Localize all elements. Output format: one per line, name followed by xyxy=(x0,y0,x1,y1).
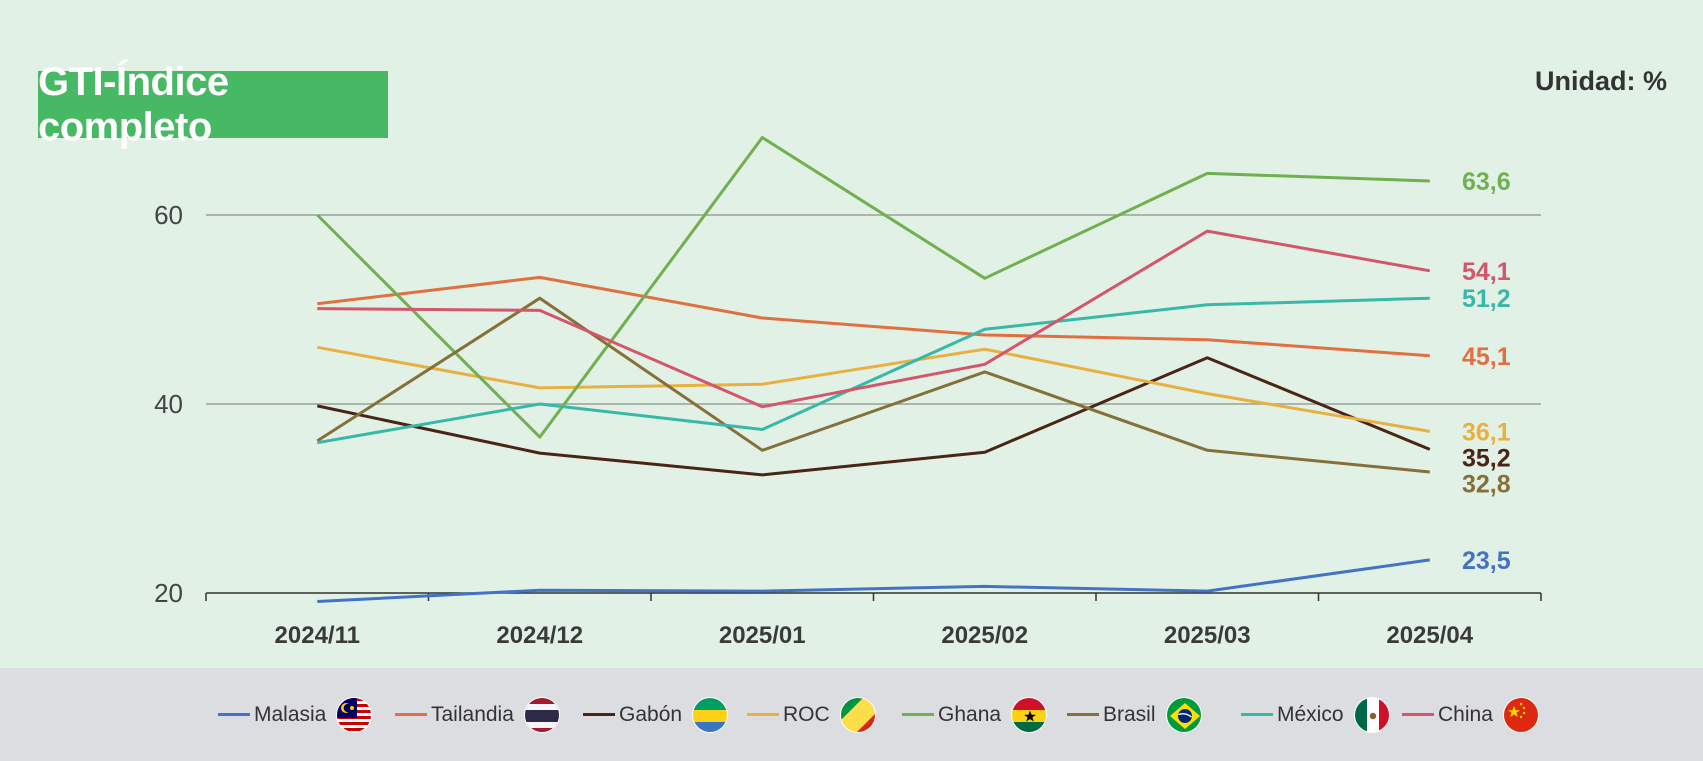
axes: 20 40 60 2024/11 2024/12 2025/01 2025/02 2025/0… xyxy=(154,200,1542,649)
x-tick-label: 2024/11 xyxy=(275,622,360,649)
legend-item-roc: ROC xyxy=(747,668,876,761)
legend-label: México xyxy=(1277,702,1344,726)
legend-label: Malasia xyxy=(254,702,327,726)
series-line-tailandia xyxy=(317,275,1430,358)
legend-item-tailandia: Tailandia xyxy=(395,668,560,761)
line-chart: 20 40 60 2024/11 2024/12 2025/01 2025/02 2025/0… xyxy=(154,136,1542,649)
end-label-méxico: 51,2 xyxy=(1462,285,1511,313)
x-tick-label: 2024/12 xyxy=(496,622,583,649)
malaysia-flag-icon xyxy=(336,696,373,733)
end-label-brasil: 32,8 xyxy=(1462,470,1511,498)
mexico-flag-icon xyxy=(1353,696,1390,733)
legend-swatch xyxy=(1402,713,1434,716)
legend-swatch xyxy=(1241,713,1273,716)
legend-swatch xyxy=(395,713,427,716)
end-label-roc: 36,1 xyxy=(1462,418,1511,446)
legend-item-china: China xyxy=(1402,668,1539,761)
x-tick-label: 2025/01 xyxy=(719,622,806,649)
end-label-malasia: 23,5 xyxy=(1462,547,1511,575)
end-label-gabón: 35,2 xyxy=(1462,444,1511,472)
gabon-flag-icon xyxy=(692,696,729,733)
y-tick-label: 40 xyxy=(154,389,183,419)
series-line-malasia xyxy=(317,558,1431,603)
end-label-ghana: 63,6 xyxy=(1462,168,1511,196)
legend-swatch xyxy=(902,713,934,716)
series-lines xyxy=(316,136,1431,603)
series-line-ghana xyxy=(316,136,1430,439)
legend-item-malasia: Malasia xyxy=(218,668,373,761)
legend-label: ROC xyxy=(783,702,830,726)
end-labels: 63,6 54,151,2 45,1 36,135,232,8 23,5 xyxy=(1462,168,1511,575)
legend-item-ghana: Ghana xyxy=(902,668,1048,761)
y-tick-label: 20 xyxy=(154,578,183,608)
ghana-flag-icon xyxy=(1011,696,1048,733)
legend-swatch xyxy=(1067,713,1099,716)
china-flag-icon xyxy=(1502,696,1539,733)
legend-label: Gabón xyxy=(619,702,683,726)
legend-label: China xyxy=(1438,702,1493,726)
legend-label: Brasil xyxy=(1103,702,1156,726)
legend-item-brasil: Brasil xyxy=(1067,668,1202,761)
y-tick-label: 60 xyxy=(154,200,183,230)
legend-swatch xyxy=(747,713,779,716)
end-label-china: 54,1 xyxy=(1462,258,1511,286)
x-tick-label: 2025/02 xyxy=(941,622,1028,649)
congo-flag-icon xyxy=(839,696,876,733)
legend: Malasia Tailandia Gabón ROC Ghana Brasil Méxic… xyxy=(0,668,1703,761)
legend-label: Tailandia xyxy=(431,702,514,726)
series-line-gabón xyxy=(316,356,1431,477)
x-tick-label: 2025/04 xyxy=(1386,622,1473,649)
x-tick-label: 2025/03 xyxy=(1164,622,1251,649)
series-line-china xyxy=(317,229,1431,409)
legend-swatch xyxy=(583,713,615,716)
legend-swatch xyxy=(218,713,250,716)
legend-item-méxico: México xyxy=(1241,668,1390,761)
legend-label: Ghana xyxy=(938,702,1002,726)
legend-item-gabón: Gabón xyxy=(583,668,729,761)
unit-label: Unidad: % xyxy=(1535,66,1667,96)
thailand-flag-icon xyxy=(523,696,560,733)
end-label-tailandia: 45,1 xyxy=(1462,343,1511,371)
series-line-brasil xyxy=(316,296,1430,474)
series-line-méxico xyxy=(317,296,1430,445)
brazil-flag-icon xyxy=(1165,696,1202,733)
series-line-roc xyxy=(317,345,1431,433)
